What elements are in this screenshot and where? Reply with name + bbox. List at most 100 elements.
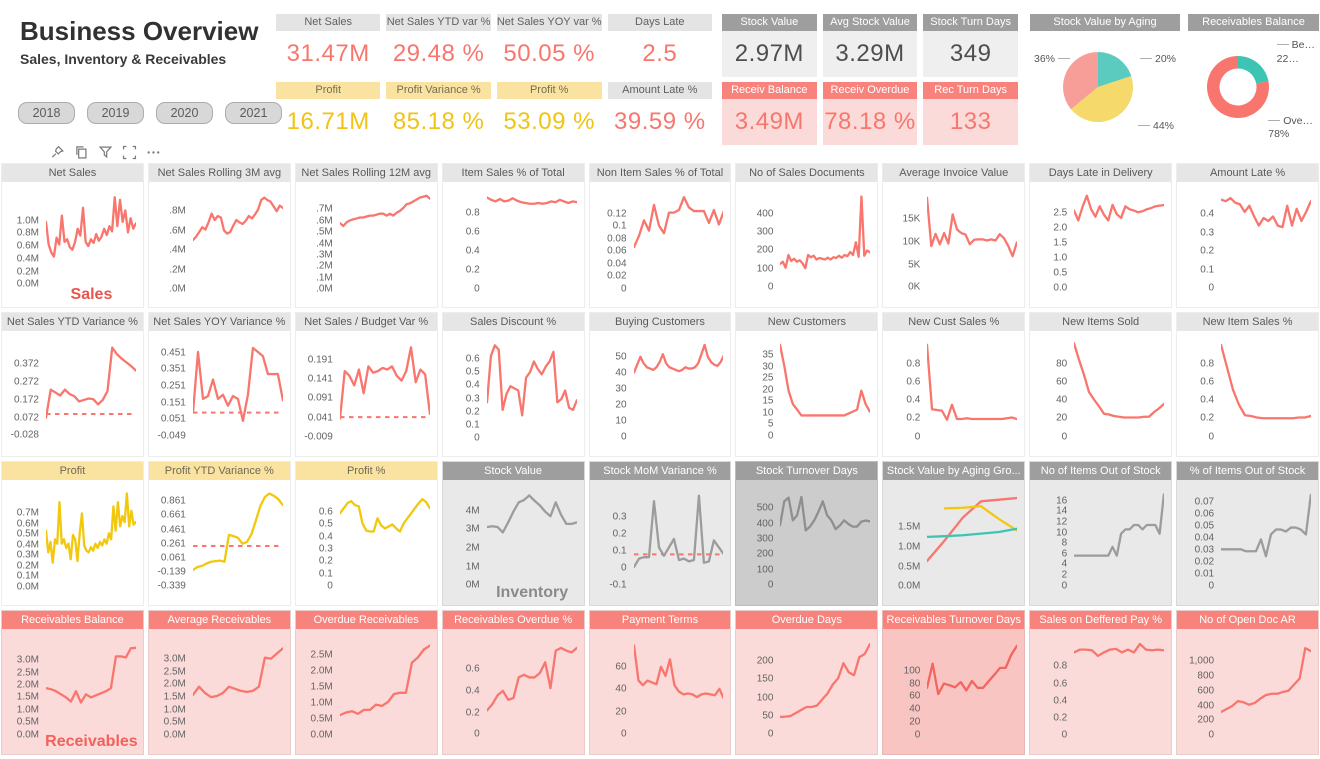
chart-title: Overdue Days <box>736 611 878 629</box>
chart-receivables-turnover-days[interactable]: Receivables Turnover Days 100 80 60 40 20 0 <box>882 610 1026 755</box>
chart-title: Average Receivables <box>148 611 290 629</box>
chart-title: Receivables Balance <box>2 611 143 629</box>
y-tick-label: 40 <box>1056 394 1068 406</box>
y-tick-label: 500 <box>756 502 774 514</box>
chart-new-customers[interactable]: New Customers 35 30 25 20 15 10 5 0 <box>735 312 879 457</box>
y-tick-label: 0 <box>767 728 774 740</box>
kpi-receiv-balance[interactable]: Receiv Balance 3.49M <box>722 82 817 145</box>
y-tick-label: 0.5M <box>163 716 186 728</box>
year-button-2021[interactable]: 2021 <box>225 102 282 124</box>
y-tick-label: 15K <box>902 213 921 225</box>
chart-overdue-days[interactable]: Overdue Days 200 150 100 50 0 <box>735 610 879 755</box>
chart-new-cust-sales[interactable]: New Cust Sales % 0.8 0.6 0.4 0.2 0 <box>882 312 1026 457</box>
chart-receivables-overdue[interactable]: Receivables Overdue % 0.6 0.4 0.2 0 <box>441 610 585 755</box>
year-button-2018[interactable]: 2018 <box>18 102 75 124</box>
chart-item-sales-of-total[interactable]: Item Sales % of Total 0.8 0.6 0.4 0.2 0 <box>441 163 585 308</box>
chart-new-item-sales[interactable]: New Item Sales % 0.8 0.6 0.4 0.2 0 <box>1176 312 1319 457</box>
chart-title: Stock MoM Variance % <box>589 462 731 480</box>
chart-stock-mom-variance[interactable]: Stock MoM Variance % 0.3 0.2 0.1 0 -0.1 <box>588 461 732 606</box>
chart-sales-discount[interactable]: Sales Discount % 0.6 0.5 0.4 0.3 0.2 0.1 0 <box>441 312 585 457</box>
kpi-net-sales-ytd-var[interactable]: Net Sales YTD var % 29.48 % <box>386 14 491 77</box>
kpi-rec-turn-days[interactable]: Rec Turn Days 133 <box>923 82 1018 145</box>
y-tick-label: 0.041 <box>307 412 333 424</box>
copy-icon[interactable] <box>74 145 89 160</box>
chart-sales-on-deffered-pay[interactable]: Sales on Deffered Pay % 0.8 0.6 0.4 0.2 0 <box>1029 610 1173 755</box>
kpi-days-late[interactable]: Days Late 2.5 <box>607 14 712 77</box>
more-icon[interactable] <box>146 145 161 160</box>
kpi-stock-value[interactable]: Stock Value 2.97M <box>722 14 817 77</box>
chart-net-sales-budget-var[interactable]: Net Sales / Budget Var % 0.191 0.141 0.091 0… <box>294 312 438 457</box>
y-axis-ticks: 0.3 0.2 0.1 0 -0.1 <box>590 490 630 592</box>
chart-non-item-sales-of-total[interactable]: Non Item Sales % of Total 0.12 0.1 0.08 0.06… <box>588 163 732 308</box>
chart-of-items-out-of-stock[interactable]: % of Items Out of Stock 0.07 0.06 0.05 0.04 0… <box>1176 461 1319 606</box>
chart-title: Days Late in Delivery <box>1030 164 1172 182</box>
y-axis-ticks: 0.6 0.4 0.2 0 <box>443 639 483 741</box>
chart-average-receivables[interactable]: Average Receivables 3.0M 2.5M 2.0M 1.5M 1.0M 0… <box>147 610 291 755</box>
chart-no-of-open-doc-ar[interactable]: No of Open Doc AR 1,000 800 600 400 200 0 <box>1176 610 1319 755</box>
donut-receivables-balance[interactable]: Receivables Balance Be… 22… Ove… 78% <box>1188 14 1319 144</box>
chart-stock-value-by-aging-gro[interactable]: Stock Value by Aging Gro... 1.5M 1.0M 0.5M 0… <box>882 461 1026 606</box>
chart-no-of-sales-documents[interactable]: No of Sales Documents 400 300 200 100 0 <box>735 163 879 308</box>
kpi-value: 50.05 % <box>503 40 595 67</box>
pin-icon[interactable] <box>50 145 65 160</box>
chart-profit[interactable]: Profit 0.7M 0.6M 0.5M 0.4M 0.3M 0.2M 0.1M 0.0M <box>1 461 144 606</box>
y-tick-label: -0.049 <box>157 430 186 442</box>
chart-new-items-sold[interactable]: New Items Sold 80 60 40 20 0 <box>1029 312 1173 457</box>
y-tick-label: 0.861 <box>160 495 186 507</box>
kpi-amount-late[interactable]: Amount Late % 39.59 % <box>607 82 712 145</box>
y-tick-label: 2.0 <box>1053 222 1068 234</box>
y-tick-label: 1.0M <box>310 697 333 709</box>
chart-net-sales[interactable]: Net Sales 1.0M 0.8M 0.6M 0.4M 0.2M 0.0M Sales <box>1 163 144 308</box>
chart-net-sales-rolling-12m-avg[interactable]: Net Sales Rolling 12M avg .7M .6M .5M .4M .3M… <box>294 163 438 308</box>
y-tick-label: .6M <box>169 225 186 237</box>
kpi-receiv-overdue[interactable]: Receiv Overdue 78.18 % <box>822 82 918 145</box>
y-tick-label: 0 <box>914 729 921 741</box>
filter-icon[interactable] <box>98 145 113 160</box>
chart-net-sales-rolling-3m-avg[interactable]: Net Sales Rolling 3M avg .8M .6M .4M .2M .0M <box>147 163 291 308</box>
chart-net-sales-ytd-variance[interactable]: Net Sales YTD Variance % 0.372 0.272 0.172 0… <box>1 312 144 457</box>
y-tick-label: 0.6 <box>1053 678 1068 690</box>
y-tick-label: 3.0M <box>16 654 39 666</box>
y-tick-label: 2.5M <box>16 667 39 679</box>
y-tick-label: 2.5M <box>163 666 186 678</box>
y-tick-label: 0.6 <box>906 376 921 388</box>
kpi-stock-turn-days[interactable]: Stock Turn Days 349 <box>923 14 1018 77</box>
year-button-2020[interactable]: 2020 <box>156 102 213 124</box>
y-tick-label: 0.3M <box>16 549 39 561</box>
y-tick-label: 0.4 <box>465 685 480 697</box>
chart-days-late-in-delivery[interactable]: Days Late in Delivery 2.5 2.0 1.5 1.0 0.5 0.0 <box>1029 163 1173 308</box>
y-tick-label: 0.1 <box>612 545 627 557</box>
y-tick-label: 300 <box>756 533 774 545</box>
chart-no-of-items-out-of-stock[interactable]: No of Items Out of Stock 16 14 12 10 8 6 4 2 0 <box>1029 461 1173 606</box>
chart-buying-customers[interactable]: Buying Customers 50 40 30 20 10 0 <box>588 312 732 457</box>
chart-title: New Cust Sales % <box>883 313 1025 331</box>
chart-average-invoice-value[interactable]: Average Invoice Value 15K 10K 5K 0K <box>882 163 1026 308</box>
chart-overdue-receivables[interactable]: Overdue Receivables 2.5M 2.0M 1.5M 1.0M 0.5M 0… <box>294 610 438 755</box>
kpi-net-sales-yoy-var[interactable]: Net Sales YOY var % 50.05 % <box>496 14 602 77</box>
chart-payment-terms[interactable]: Payment Terms 60 40 20 0 <box>588 610 732 755</box>
kpi-profit[interactable]: Profit % 53.09 % <box>496 82 602 145</box>
chart-stock-turnover-days[interactable]: Stock Turnover Days 500 400 300 200 100 0 <box>735 461 879 606</box>
year-button-2019[interactable]: 2019 <box>87 102 144 124</box>
y-tick-label: 0.04 <box>1194 532 1215 544</box>
chart-title: New Items Sold <box>1030 313 1172 331</box>
kpi-net-sales[interactable]: Net Sales 31.47M <box>276 14 381 77</box>
chart-profit-ytd-variance[interactable]: Profit YTD Variance % 0.861 0.661 0.461 0.26… <box>147 461 291 606</box>
chart-net-sales-yoy-variance[interactable]: Net Sales YOY Variance % 0.451 0.351 0.251 0… <box>147 312 291 457</box>
chart-amount-late[interactable]: Amount Late % 0.4 0.3 0.2 0.1 0 <box>1176 163 1319 308</box>
chart-receivables-balance[interactable]: Receivables Balance 3.0M 2.5M 2.0M 1.5M 1.0M 0… <box>1 610 144 755</box>
kpi-profit-variance[interactable]: Profit Variance % 85.18 % <box>386 82 491 145</box>
chart-profit[interactable]: Profit % 0.6 0.5 0.4 0.3 0.2 0.1 0 <box>294 461 438 606</box>
kpi-profit[interactable]: Profit 16.71M <box>276 82 381 145</box>
y-tick-label: 0 <box>914 431 921 443</box>
y-tick-label: 60 <box>909 690 921 702</box>
chart-title: Profit % <box>295 462 437 480</box>
kpi-avg-stock-value[interactable]: Avg Stock Value 3.29M <box>822 14 918 77</box>
y-tick-label: 0.07 <box>1194 496 1215 508</box>
y-tick-label: 0.4 <box>465 245 480 257</box>
y-tick-label: 400 <box>1197 700 1215 712</box>
pie-stock-value-by-aging[interactable]: Stock Value by Aging 20% 44% 36% <box>1030 14 1180 144</box>
focus-icon[interactable] <box>122 145 137 160</box>
y-tick-label: 200 <box>756 548 774 560</box>
chart-stock-value[interactable]: Stock Value 4M 3M 2M 1M 0M Inventory <box>441 461 585 606</box>
